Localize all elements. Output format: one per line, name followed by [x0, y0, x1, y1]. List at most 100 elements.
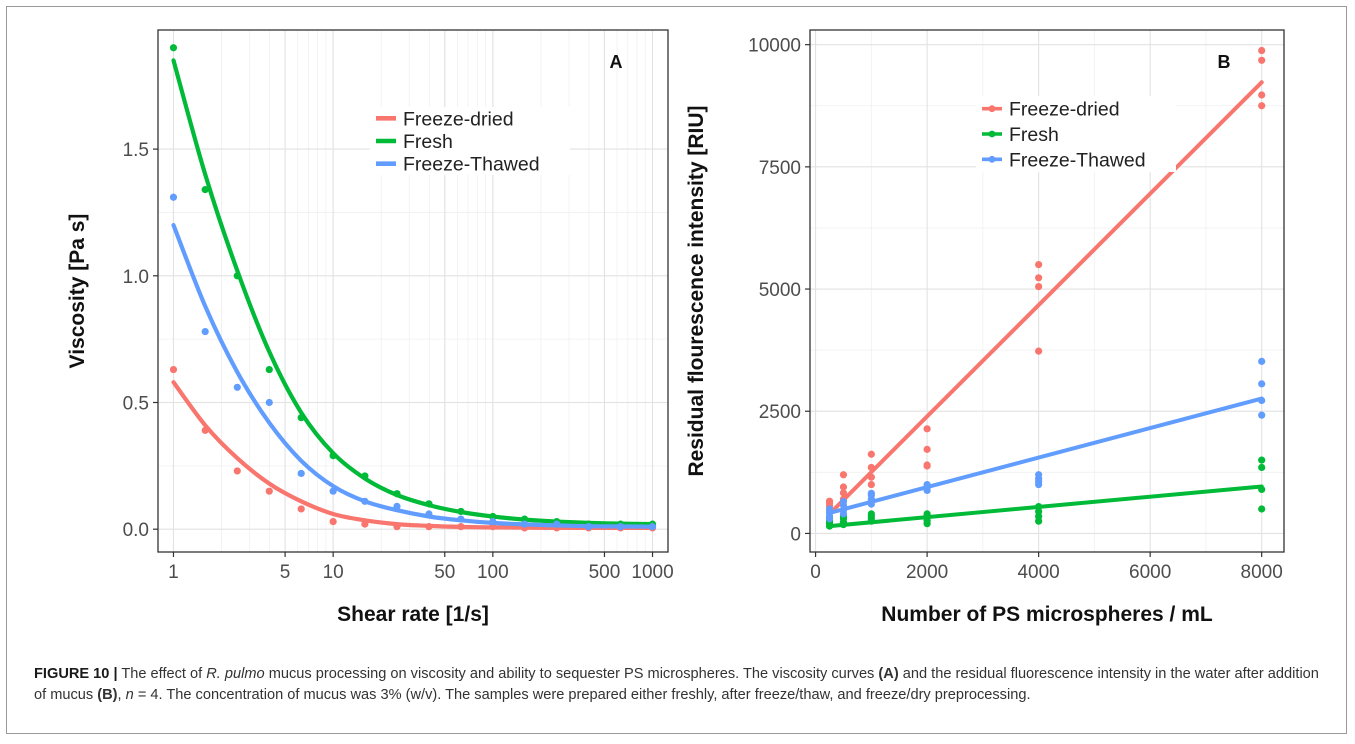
data-point — [361, 520, 369, 528]
x-tick-label: 50 — [434, 562, 455, 583]
x-tick-label: 1000 — [631, 562, 673, 583]
legend-background — [370, 107, 570, 175]
data-point — [329, 517, 337, 526]
fit-curve — [171, 380, 655, 531]
y-axis-title: Viscosity [Pa s] — [66, 214, 89, 369]
data-point — [489, 517, 497, 526]
legend-key-point — [988, 155, 996, 163]
legend-key-point — [988, 105, 996, 113]
legend-label: Freeze-dried — [1009, 99, 1120, 121]
data-point — [425, 510, 433, 518]
data-point — [585, 523, 593, 531]
data-point — [361, 472, 369, 480]
data-point — [169, 44, 178, 52]
caption-text-2: mucus processing on viscosity and abilit… — [264, 666, 879, 682]
data-point — [553, 520, 561, 528]
data-point — [297, 505, 305, 513]
data-point — [169, 365, 178, 374]
y-tick-label: 2500 — [759, 402, 801, 423]
data-point — [1258, 91, 1266, 99]
caption-ref-a: (A) — [878, 666, 899, 682]
data-point — [457, 523, 465, 531]
data-point — [923, 480, 931, 489]
data-point — [923, 445, 931, 453]
data-point — [201, 327, 209, 336]
data-point — [825, 497, 834, 505]
legend-label: Freeze-dried — [403, 108, 514, 130]
data-point — [201, 186, 209, 194]
figure-caption: FIGURE 10 | The effect of R. pulmo mucus… — [34, 664, 1324, 706]
caption-figure-label: FIGURE 10 | — [34, 666, 118, 682]
series-freeze-thawed — [825, 357, 1266, 523]
legend-key-point — [988, 130, 996, 138]
series-freeze-thawed — [169, 193, 657, 531]
data-point — [1258, 411, 1266, 419]
caption-n-symbol: n — [125, 687, 134, 703]
caption-text-3: and the residual fluorescence intensity … — [34, 666, 1319, 703]
data-point — [297, 414, 305, 422]
data-point — [1035, 502, 1043, 511]
fit-line — [827, 80, 1264, 516]
y-tick-label: 10000 — [748, 36, 801, 57]
caption-text-5: = 4. The concentration of mucus was 3% (… — [133, 687, 1031, 703]
data-point — [1258, 46, 1266, 55]
data-point — [329, 452, 337, 460]
data-point — [1258, 102, 1266, 110]
legend-background — [976, 96, 1176, 172]
fit-line — [827, 396, 1264, 515]
caption-ref-b: (B) — [97, 687, 118, 703]
plot-border — [809, 29, 1285, 553]
data-point — [1035, 283, 1043, 291]
chart-panel-b: 0 2000 4000 6000 8000 0 2500 5000 7500 10000 Numbe… — [685, 29, 1285, 626]
data-point — [233, 383, 241, 391]
panel-label: B — [1218, 52, 1231, 72]
data-point — [1258, 485, 1266, 494]
y-tick-label: 0.5 — [123, 393, 149, 414]
data-point — [265, 365, 273, 374]
x-tick-label: 500 — [589, 562, 621, 583]
plot-border — [157, 29, 669, 553]
x-tick-label: 4000 — [1017, 562, 1059, 583]
data-point — [923, 461, 931, 469]
data-point — [923, 510, 931, 518]
caption-species: R. pulmo — [206, 666, 265, 682]
data-point — [425, 500, 433, 508]
figure-charts: 1 5 10 50 100 500 1000 0.0 0.5 1.0 1.5 Shear rate [… — [66, 29, 1285, 626]
x-tick-label: 5 — [280, 562, 291, 583]
data-point — [1035, 274, 1043, 282]
caption-text-4: , — [117, 687, 126, 703]
x-tick-label: 0 — [810, 562, 821, 583]
data-point — [1258, 380, 1266, 388]
data-point — [393, 490, 401, 498]
panel-label: A — [610, 52, 623, 72]
caption-text-1: The effect of — [117, 666, 207, 682]
y-axis-title: Residual flourescence intensity [RIU] — [685, 105, 708, 476]
x-tick-label: 2000 — [906, 562, 948, 583]
data-point — [839, 489, 848, 497]
y-tick-label: 0 — [790, 524, 801, 545]
y-tick-label: 1.5 — [123, 140, 149, 161]
x-tick-label: 1 — [168, 562, 179, 583]
data-point — [867, 463, 875, 472]
data-point — [520, 515, 529, 523]
data-point — [1035, 347, 1043, 355]
y-tick-label: 1.0 — [123, 267, 149, 288]
data-point — [457, 515, 465, 523]
data-point — [361, 497, 369, 505]
data-point — [1258, 456, 1266, 464]
y-tick-label: 0.0 — [123, 520, 149, 541]
legend-label: Freeze-Thawed — [403, 154, 540, 176]
data-point — [839, 498, 848, 506]
data-point — [1258, 505, 1266, 513]
data-point — [329, 487, 337, 495]
data-point — [233, 467, 241, 475]
data-point — [169, 193, 178, 201]
data-point — [1258, 463, 1266, 472]
data-point — [393, 523, 401, 531]
data-point — [489, 512, 497, 521]
data-point — [825, 505, 834, 513]
data-point — [867, 510, 875, 518]
data-point — [867, 450, 875, 458]
